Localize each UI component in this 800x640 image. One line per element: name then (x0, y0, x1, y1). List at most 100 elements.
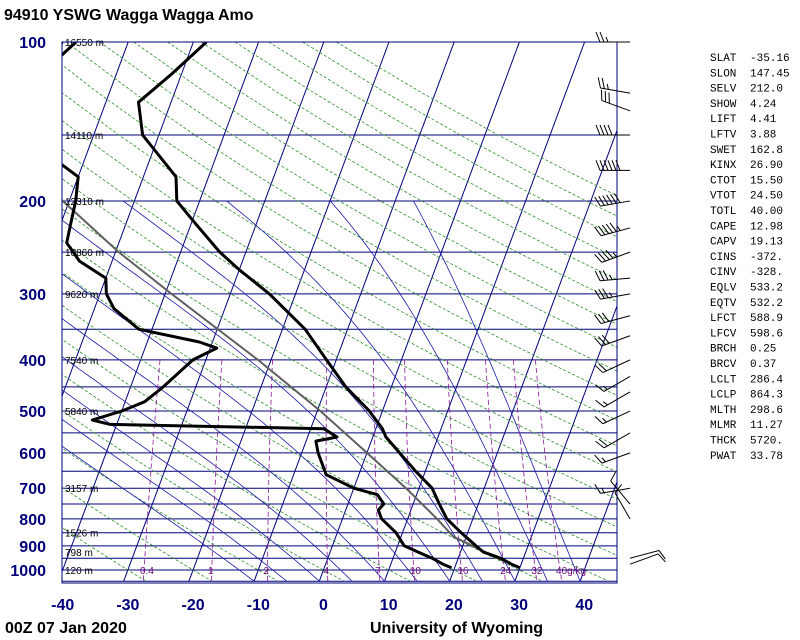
height-label: 14110 m (65, 131, 103, 142)
plot-lines (62, 42, 617, 582)
mixing-ratio-label: 7 (375, 566, 381, 577)
dry-adiabat-line (99, 42, 617, 348)
wind-barb-staff (603, 432, 631, 449)
index-value: 298.6 (750, 405, 783, 417)
index-name: BRCH (710, 344, 736, 356)
pressure-tick-label: 500 (19, 404, 46, 421)
mixing-ratio-line (211, 359, 223, 582)
wind-barb-staff (614, 492, 631, 520)
wind-barb-flag (605, 223, 614, 233)
index-name: CINS (710, 252, 737, 264)
wind-barb (595, 376, 631, 392)
dry-adiabat-line (62, 148, 617, 473)
wind-barb-flag (603, 124, 609, 136)
parcel-path (62, 198, 521, 569)
moist-adiabat-line (62, 356, 353, 582)
index-value: 533.2 (750, 283, 783, 295)
index-name: BRCV (710, 359, 737, 371)
isotherm-line (62, 42, 129, 222)
pressure-tick-label: 700 (19, 481, 46, 498)
wind-barb (595, 31, 630, 43)
dry-adiabat-line (65, 42, 617, 372)
isotherm-line (449, 128, 617, 582)
index-value: 11.27 (750, 420, 783, 432)
isotherm-line (62, 42, 64, 47)
dry-adiabat-line (62, 304, 543, 582)
wind-barb-flag (601, 312, 610, 322)
wind-barb-flag (598, 336, 606, 345)
wind-barb-flag (597, 77, 601, 89)
isotherm-line (62, 42, 194, 398)
wind-barb-staff (602, 359, 631, 374)
temperature-tick-label: -30 (116, 597, 139, 614)
index-value: 212.0 (750, 84, 783, 96)
wind-barb-flag (595, 440, 605, 449)
dry-adiabat-line (62, 447, 279, 582)
wind-barb-flag (599, 124, 605, 136)
wind-barb-flag (601, 457, 606, 463)
dry-adiabat-line (62, 119, 617, 447)
wind-barb-flag (610, 193, 617, 204)
temperature-tick-label: 30 (510, 597, 528, 614)
wind-barb (597, 77, 631, 94)
index-name: LFCT (710, 313, 737, 325)
index-value: 162.8 (750, 145, 783, 157)
dry-adiabat-line (62, 64, 617, 396)
wind-barb (594, 312, 631, 325)
isotherm-line (384, 42, 586, 582)
index-name: SWET (710, 145, 737, 157)
pressure-tick-label: 400 (19, 353, 46, 370)
wind-barb-flag (599, 160, 605, 171)
mixing-ratio-line (404, 359, 415, 582)
wind-barb-staff (600, 87, 631, 94)
index-name: SLAT (710, 53, 737, 65)
mixing-ratio-line (267, 359, 273, 582)
wind-barb-flag (594, 196, 601, 207)
wind-barb (594, 193, 631, 207)
wind-barb-staff (600, 293, 631, 300)
wind-barb-flag (598, 225, 606, 235)
date-label: 00Z 07 Jan 2020 (5, 620, 127, 637)
wind-barb-staff (600, 200, 631, 207)
wind-barb-flag (602, 417, 607, 423)
index-value: 40.00 (750, 206, 783, 218)
wind-barb-flag (594, 415, 604, 425)
mixing-ratio-line (373, 359, 381, 582)
wind-barb-flag (607, 124, 613, 136)
index-name: SELV (710, 84, 737, 96)
pressure-tick-label: 1000 (10, 563, 46, 580)
wind-barb-flag (607, 160, 613, 171)
wind-barb-flag (601, 251, 610, 260)
wind-barb-flag (602, 195, 609, 206)
wind-barb-flag (602, 385, 608, 390)
wind-barb-flag (594, 454, 603, 464)
index-value: -328. (750, 267, 783, 279)
wind-barb-flag (606, 194, 613, 205)
isotherm-line (62, 42, 260, 574)
wind-barb (594, 359, 631, 374)
index-value: 12.98 (750, 221, 783, 233)
temperature-tick-label: 20 (445, 597, 463, 614)
pressure-tick-label: 900 (19, 539, 46, 556)
wind-barb (594, 410, 631, 425)
wind-barb-flag (598, 252, 606, 262)
wind-barb-flag (609, 292, 613, 298)
index-name: CINV (710, 267, 737, 279)
dry-adiabat-line (62, 373, 411, 582)
height-label: 7540 m (65, 356, 98, 367)
index-value: 24.50 (750, 191, 783, 203)
wind-barb-flag (594, 337, 603, 347)
height-label: 1526 m (65, 529, 98, 540)
mixing-ratio-line (325, 359, 329, 582)
wind-barb-flag (602, 270, 609, 281)
index-name: CTOT (710, 175, 737, 187)
wind-barb-flag (609, 222, 617, 232)
mixing-ratio-label: 2 (264, 566, 270, 577)
wind-barb-flag (595, 384, 605, 392)
wind-barb-flag (611, 160, 617, 171)
index-value: -372. (750, 252, 783, 264)
wind-barb-flag (594, 254, 603, 263)
index-name: CAPE (710, 221, 737, 233)
wind-barb (594, 249, 631, 263)
wind-barb-staff (603, 376, 631, 392)
